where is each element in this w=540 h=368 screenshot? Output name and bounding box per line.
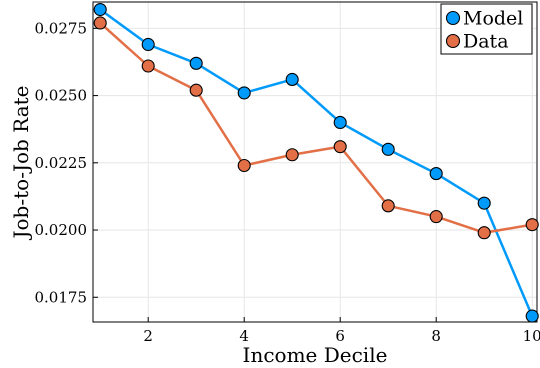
model-point — [477, 196, 491, 210]
series-layer — [93, 2, 539, 323]
x-tick-label: 2 — [143, 327, 153, 345]
y-tick-label: 0.0175 — [35, 288, 88, 306]
data-point — [285, 148, 299, 162]
model-point — [429, 167, 443, 181]
y-tick-label: 0.0225 — [35, 154, 88, 172]
model-line — [99, 8, 534, 317]
model-point — [333, 115, 347, 130]
data-point — [429, 210, 443, 224]
legend-marker-data — [445, 33, 461, 49]
data-point — [333, 140, 347, 154]
x-tick-label: 8 — [431, 327, 441, 345]
model-point — [93, 2, 107, 17]
model-point — [141, 37, 155, 52]
x-axis-label: Income Decile — [243, 343, 388, 367]
data-line — [99, 22, 533, 234]
y-axis-label: Job-to-Job Rate — [9, 86, 33, 241]
legend-label-data: Data — [463, 31, 509, 53]
data-point — [237, 158, 251, 173]
model-point — [525, 309, 539, 323]
x-tick-label: 6 — [335, 327, 345, 345]
plot-frame — [92, 1, 538, 323]
legend-label-model: Model — [463, 8, 523, 30]
data-point — [141, 59, 155, 73]
series-model — [93, 2, 539, 323]
y-tick-label: 0.0250 — [35, 87, 88, 105]
model-point — [381, 142, 395, 156]
series-data — [93, 16, 539, 240]
x-tick-label: 4 — [239, 327, 249, 345]
y-tick-label: 0.0275 — [35, 19, 88, 37]
data-point — [381, 199, 395, 213]
data-point — [525, 218, 539, 232]
model-point — [189, 56, 203, 70]
axis-ticks: 2 4 6 8 10 0.0175 0.0200 0.0225 0.0250 0.0275 — [35, 19, 540, 345]
y-tick-label: 0.0200 — [35, 221, 88, 239]
model-point — [237, 86, 251, 100]
data-point — [189, 83, 203, 97]
x-tick-label: 10 — [523, 327, 540, 345]
data-point — [93, 16, 107, 30]
model-point — [285, 72, 299, 86]
data-point — [477, 226, 491, 240]
legend-marker-model — [445, 10, 461, 26]
